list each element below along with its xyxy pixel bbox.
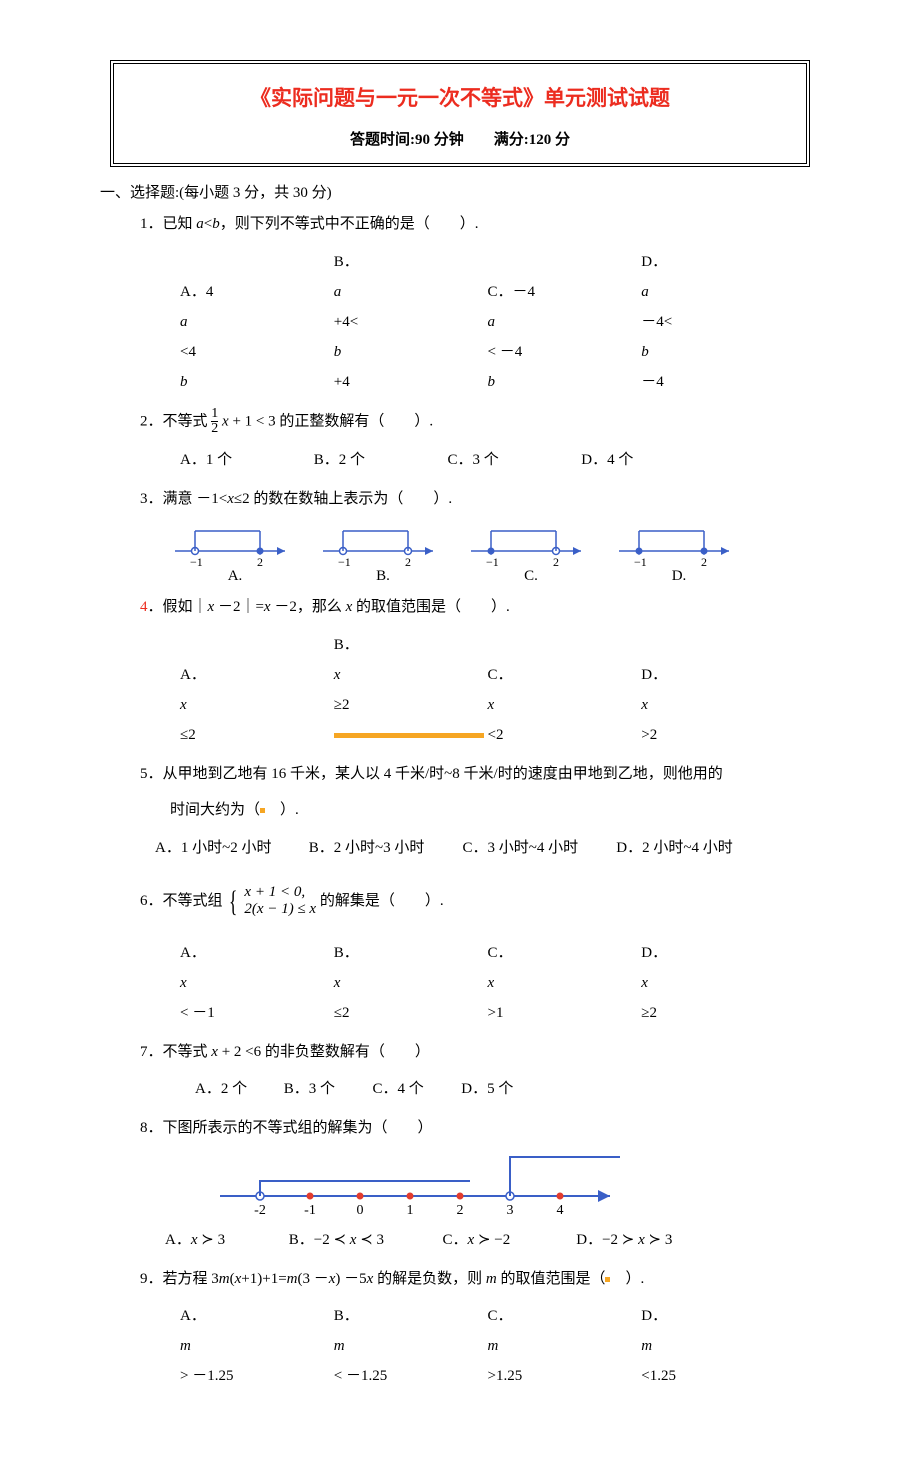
q4-opt-d: D．x>2 [641,660,791,750]
q7-opt-c: C．4 个 [373,1074,458,1104]
q4-opt-b: B．x≥2 [334,630,484,750]
q2-expr: x [218,413,228,429]
svg-text:-1: -1 [304,1203,316,1218]
q2-stem: 2．不等式 1 2 x + 1 < 3 的正整数解有（ ）. [140,407,820,437]
q5-opt-d: D．2 小时~4 小时 [616,833,766,863]
q3-stem: 3．满意 －1<x≤2 的数在数轴上表示为（ ）. [140,485,820,514]
q3-label-a: A. [170,568,300,585]
q1-stem: 1．已知 a<b，则下列不等式中不正确的是（ ）. [140,210,820,239]
q8-opt-b: B．−2 ≺ x ≺ 3 [289,1225,439,1255]
q2-opt-d: D．4 个 [581,445,711,475]
svg-text:−1: −1 [190,555,203,566]
q7-opt-a: A．2 个 [195,1074,280,1104]
q5-stem2-a: 时间大约为（ [170,802,260,818]
q8-diagram: -2 -1 0 1 2 3 4 [210,1151,820,1221]
q1-options: A．4a<4b B．a+4<b+4 C．－4a< －4b D．a －4<b －4 [180,247,820,397]
q7-options: A．2 个 B．3 个 C．4 个 D．5 个 [195,1074,820,1104]
numberline-c-icon: −1 2 [466,521,596,566]
q6-post: 的解集是（ ）. [320,893,444,909]
svg-text:2: 2 [553,555,559,566]
q4-stem: 4．假如｜x －2｜=x －2，那么 x 的取值范围是（ ）. [140,593,820,622]
dot-icon [605,1277,610,1282]
q6-pre: 6．不等式组 [140,893,223,909]
q2-options: A．1 个 B．2 个 C．3 个 D．4 个 [180,445,820,475]
q5-opt-b: B．2 小时~3 小时 [309,833,459,863]
q7-stem: 7．不等式 x + 2 <6 的非负整数解有（ ） [140,1038,820,1067]
q7-opt-d: D．5 个 [461,1074,546,1104]
q7-opt-b: B．3 个 [284,1074,369,1104]
q4-opt-c: C．x<2 [488,660,638,750]
q6-system: x + 1 < 0, 2(x − 1) ≤ x [244,884,316,919]
q5-opt-c: C．3 小时~4 小时 [463,833,613,863]
q5-options: A．1 小时~2 小时 B．2 小时~3 小时 C．3 小时~4 小时 D．2 … [155,833,820,863]
q9-options: A．m> －1.25 B．m< －1.25 C．m>1.25 D．m<1.25 [180,1301,820,1391]
q1-opt-a: A．4a<4b [180,277,330,397]
q2-pre: 2．不等式 [140,413,208,429]
q5-opt-a: A．1 小时~2 小时 [155,833,305,863]
svg-text:2: 2 [405,555,411,566]
q3-label-b: B. [318,568,448,585]
exam-subtitle: 答题时间:90 分钟 满分:120 分 [124,128,796,149]
q6-opt-d: D．x≥2 [641,938,791,1028]
q2-opt-a: A．1 个 [180,445,310,475]
q9-opt-b: B．m< －1.25 [334,1301,484,1391]
q2-post: 的正整数解有（ ）. [279,413,433,429]
svg-text:3: 3 [507,1203,514,1218]
q5-stem2: 时间大约为（ ）. [170,796,820,825]
q3-labels: A. B. C. D. [170,568,820,585]
brace-icon: { [229,873,238,930]
q2-opt-b: B．2 个 [314,445,444,475]
q6-options: A．x< －1 B．x≤2 C．x>1 D．x≥2 [180,938,820,1028]
q8-options: A．x ≻ 3 B．−2 ≺ x ≺ 3 C．x ≻ −2 D．−2 ≻ x ≻… [165,1225,820,1255]
q8-opt-c: C．x ≻ −2 [443,1225,573,1255]
svg-text:1: 1 [407,1203,414,1218]
q8-opt-d: D．−2 ≻ x ≻ 3 [576,1225,726,1255]
svg-text:−1: −1 [486,555,499,566]
q8-opt-a: A．x ≻ 3 [165,1225,285,1255]
q9-opt-a: A．m> －1.25 [180,1301,330,1391]
svg-text:2: 2 [457,1203,464,1218]
numberline-d-icon: −1 2 [614,521,744,566]
svg-text:−1: −1 [338,555,351,566]
numberline-a-icon: −1 2 [170,521,300,566]
q8-numberline-icon: -2 -1 0 1 2 3 4 [210,1151,630,1221]
q6-line2: 2(x − 1) ≤ x [244,901,316,917]
q9-opt-c: C．m>1.25 [488,1301,638,1391]
q2-opt-c: C．3 个 [448,445,578,475]
svg-text:−1: −1 [634,555,647,566]
q1-opt-b: B．a+4<b+4 [334,247,484,397]
title-box: 《实际问题与一元一次不等式》单元测试试题 答题时间:90 分钟 满分:120 分 [110,60,810,167]
q1-opt-c: C．－4a< －4b [488,277,638,397]
q5-stem: 5．从甲地到乙地有 16 千米，某人以 4 千米/时~8 千米/时的速度由甲地到… [140,760,820,789]
q9-stem: 9．若方程 3m(x+1)+1=m(3 －x) －5x 的解是负数，则 m 的取… [140,1265,820,1294]
q6-opt-a: A．x< －1 [180,938,330,1028]
numberline-b-icon: −1 2 [318,521,448,566]
q4-options: A．x≤2 B．x≥2 C．x<2 D．x>2 [180,630,820,750]
q9-opt-d: D．m<1.25 [641,1301,791,1391]
q3-numberlines: −1 2 −1 2 −1 2 −1 2 [170,521,820,566]
q1-text: 1．已知 a<b，则下列不等式中不正确的是（ ）. [140,216,479,232]
q6-opt-b: B．x≤2 [334,938,484,1028]
svg-text:2: 2 [257,555,263,566]
q1-opt-d: D．a －4<b －4 [641,247,791,397]
q6-line1: x + 1 < 0, [244,884,305,900]
exam-title: 《实际问题与一元一次不等式》单元测试试题 [124,82,796,112]
q6-stem: 6．不等式组 { x + 1 < 0, 2(x − 1) ≤ x 的解集是（ ）… [140,873,820,930]
section-1-heading: 一、选择题:(每小题 3 分，共 30 分) [100,181,820,202]
q6-opt-c: C．x>1 [488,938,638,1028]
q5-stem2-b: ）. [265,802,299,818]
q3-label-d: D. [614,568,744,585]
svg-text:4: 4 [557,1203,564,1218]
dot-icon [334,733,484,738]
svg-text:0: 0 [357,1203,364,1218]
q3-label-c: C. [466,568,596,585]
q4-opt-a: A．x≤2 [180,660,330,750]
svg-text:-2: -2 [254,1203,266,1218]
svg-text:2: 2 [701,555,707,566]
q8-stem: 8．下图所表示的不等式组的解集为（ ） [140,1114,820,1143]
